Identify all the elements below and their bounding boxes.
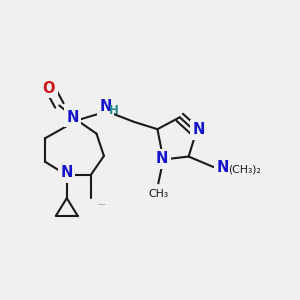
Text: H: H: [109, 104, 118, 117]
Text: CH₃: CH₃: [148, 189, 168, 199]
Text: N: N: [99, 98, 112, 113]
Text: O: O: [43, 81, 55, 96]
Text: (CH₃)₂: (CH₃)₂: [228, 165, 261, 175]
Text: N: N: [67, 110, 79, 125]
Text: N: N: [192, 122, 205, 137]
Text: N: N: [61, 165, 73, 180]
Text: N: N: [217, 160, 229, 175]
Text: N: N: [156, 152, 168, 166]
Text: methyl_lbl: methyl_lbl: [99, 203, 106, 205]
